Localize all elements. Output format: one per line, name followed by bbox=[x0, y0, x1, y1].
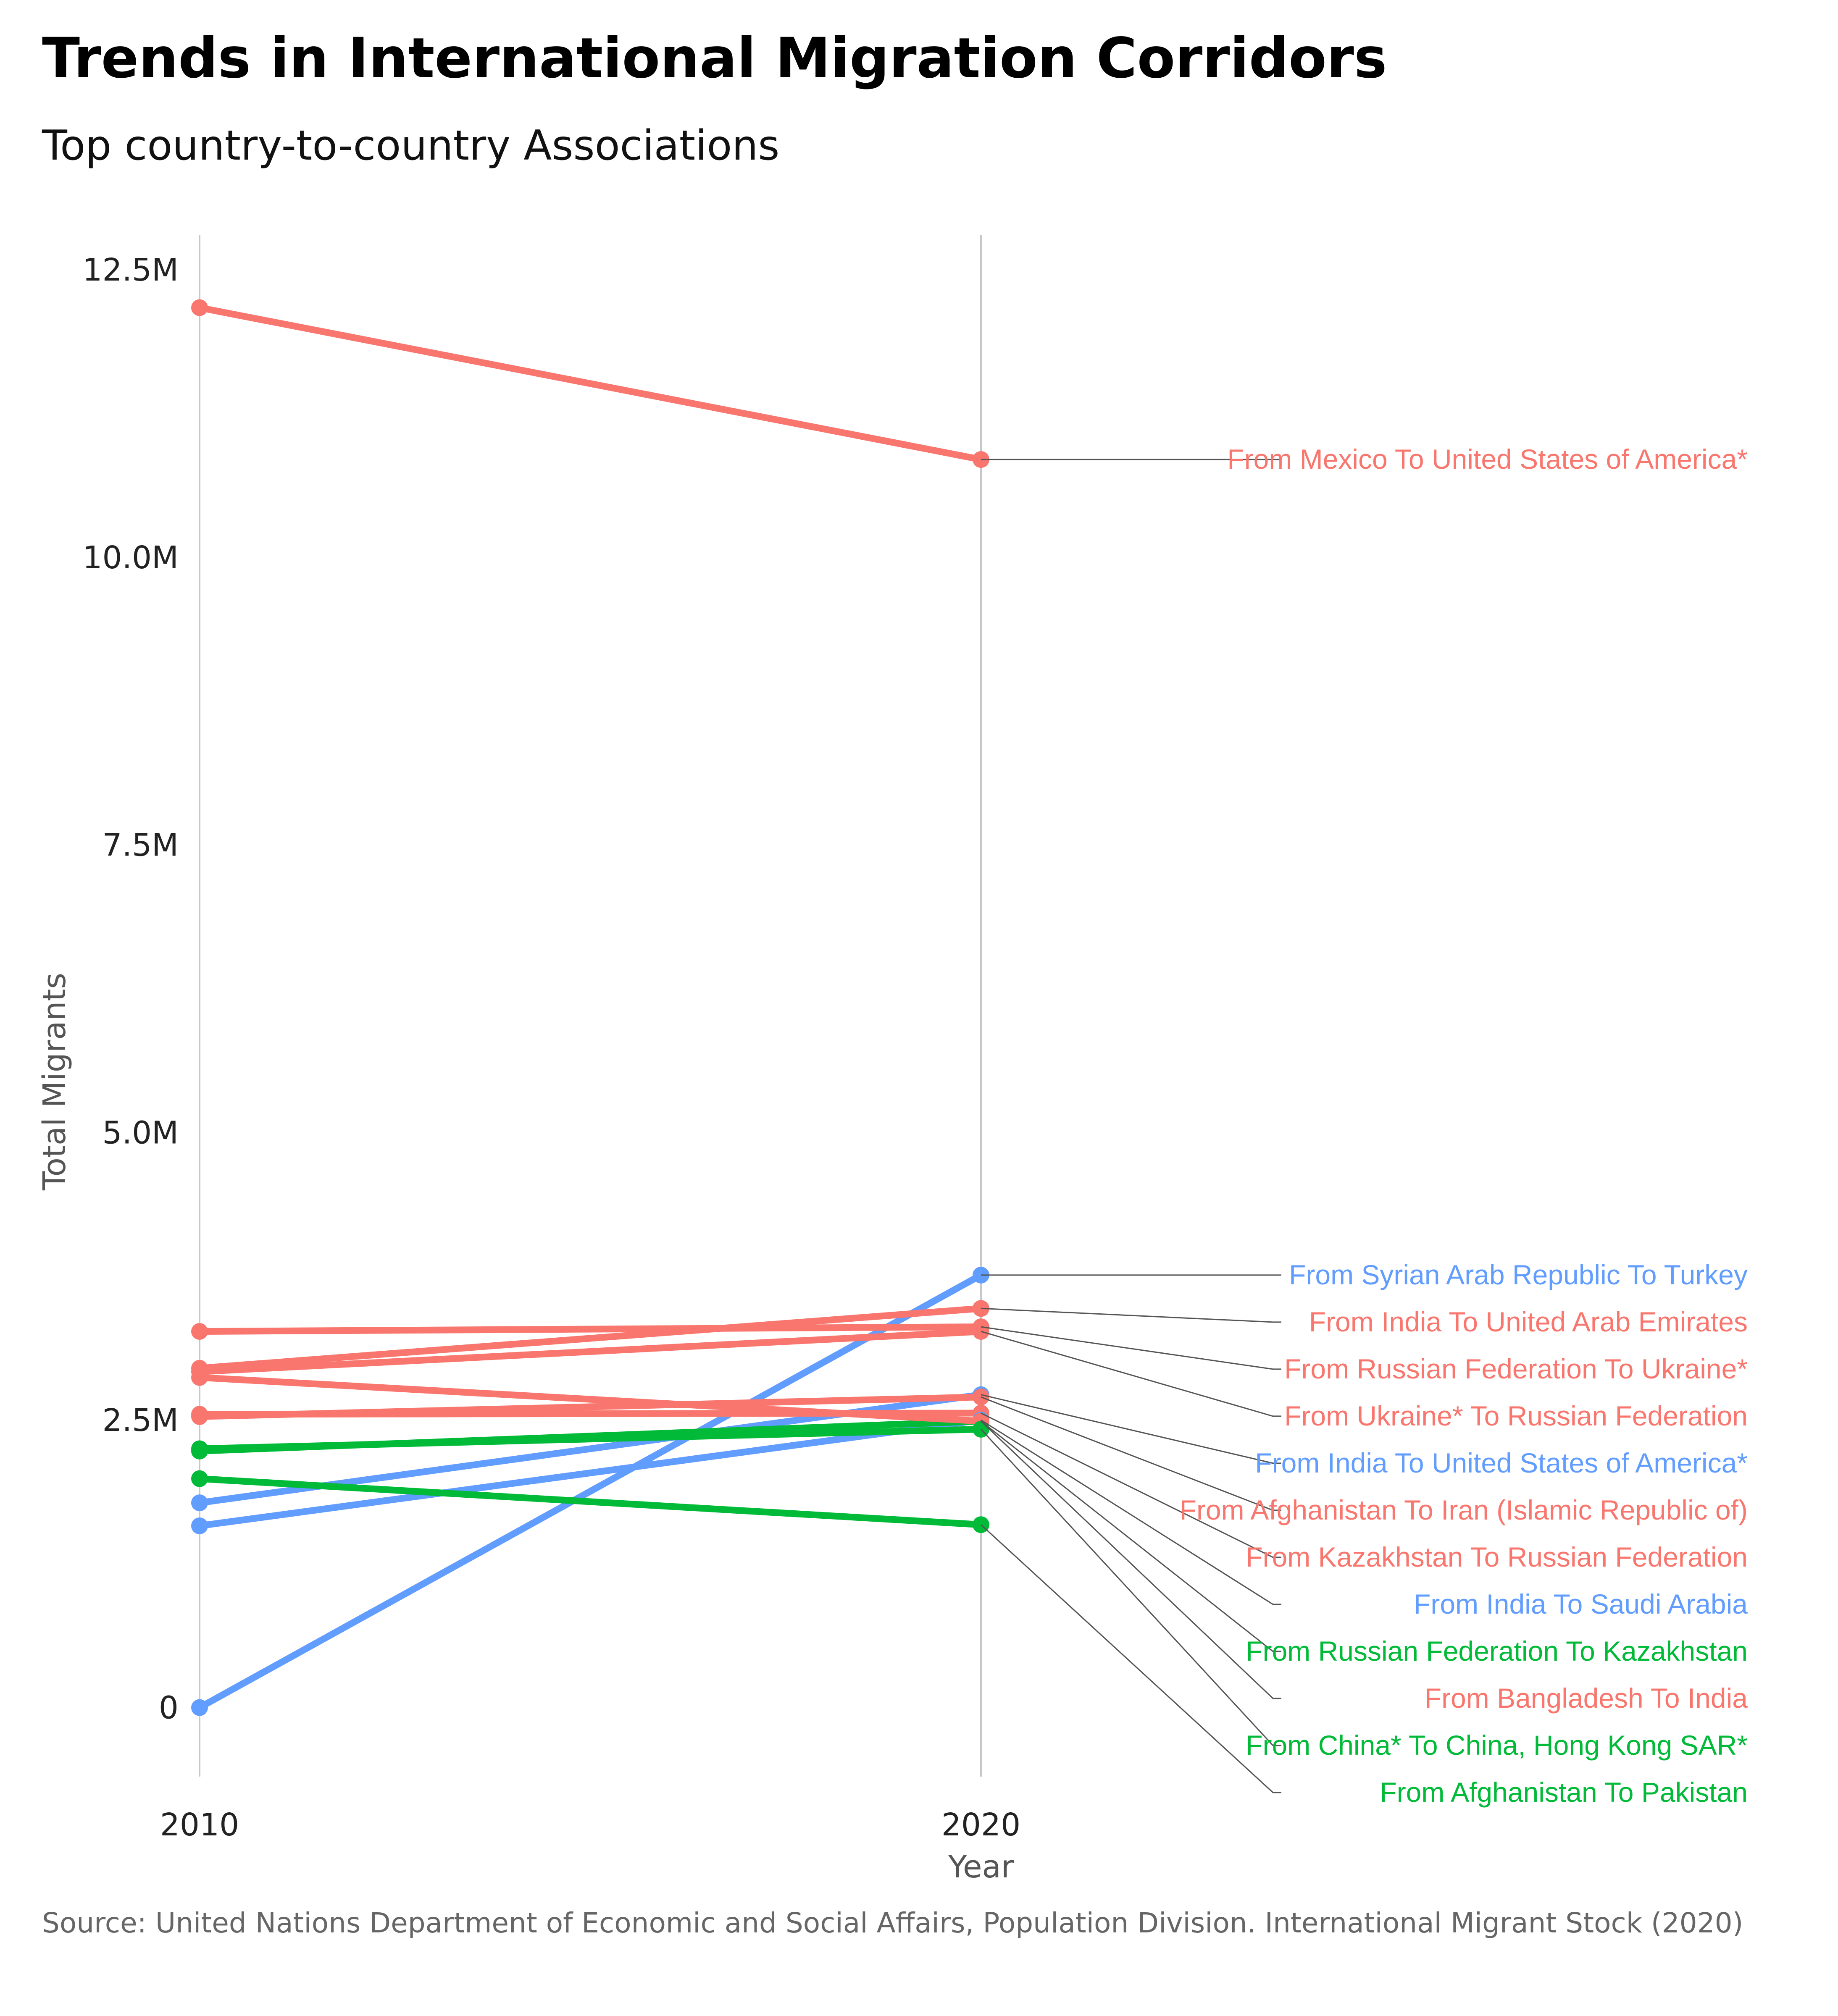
y-tick-label: 7.5M bbox=[102, 827, 179, 864]
data-point bbox=[191, 1323, 208, 1340]
label-connector bbox=[981, 1419, 1281, 1605]
x-axis-title: Year bbox=[948, 1849, 1014, 1885]
y-tick-label: 2.5M bbox=[102, 1402, 179, 1438]
y-tick-label: 5.0M bbox=[102, 1115, 179, 1151]
axis-layer: 2010 2020 0 2.5M 5.0M 7.5M 10.0M 12.5M bbox=[82, 252, 1020, 1843]
series-line-10 bbox=[196, 1374, 984, 1425]
label-connector bbox=[980, 1420, 1281, 1699]
y-tick-label: 12.5M bbox=[82, 252, 179, 288]
series-line-1 bbox=[196, 1271, 984, 1711]
series-label: From Ukraine* To Russian Federation bbox=[1284, 1400, 1748, 1431]
label-connector bbox=[981, 1396, 1281, 1511]
series-label: From Syrian Arab Republic To Turkey bbox=[1289, 1259, 1748, 1290]
series-label: From Afghanistan To Iran (Islamic Republ… bbox=[1180, 1494, 1748, 1525]
data-point bbox=[191, 1470, 208, 1487]
data-point bbox=[191, 1517, 208, 1534]
x-tick-label: 2010 bbox=[160, 1807, 239, 1843]
series-line-3 bbox=[196, 1323, 984, 1335]
data-point bbox=[191, 1494, 208, 1512]
label-connector bbox=[981, 1412, 1281, 1558]
series-label: From Bangladesh To India bbox=[1425, 1683, 1748, 1714]
series-label: From Kazakhstan To Russian Federation bbox=[1246, 1541, 1748, 1572]
chart-title: Trends in International Migration Corrid… bbox=[42, 26, 1387, 91]
series-line-0 bbox=[196, 304, 984, 463]
grid-layer bbox=[199, 235, 982, 1777]
data-point bbox=[191, 1440, 208, 1457]
data-point bbox=[191, 1699, 208, 1716]
series-label: From India To United Arab Emirates bbox=[1309, 1306, 1748, 1337]
label-connector bbox=[981, 1331, 1281, 1417]
label-connector bbox=[981, 1326, 1281, 1370]
y-axis-title: Total Migrants bbox=[37, 973, 73, 1191]
series-label: From Mexico To United States of America* bbox=[1227, 444, 1748, 475]
chart-subtitle: Top country-to-country Associations bbox=[42, 122, 780, 170]
series-line-12 bbox=[196, 1475, 984, 1528]
series-line-11 bbox=[196, 1425, 984, 1452]
series-labels: From Mexico To United States of America*… bbox=[1180, 444, 1748, 1808]
x-tick-label: 2020 bbox=[941, 1807, 1020, 1843]
source-note: Source: United Nations Department of Eco… bbox=[42, 1907, 1743, 1939]
y-tick-label: 0 bbox=[159, 1690, 179, 1726]
data-point bbox=[191, 1406, 208, 1423]
label-connector bbox=[980, 1428, 1281, 1746]
label-connectors bbox=[980, 459, 1281, 1793]
series-layer bbox=[191, 299, 989, 1716]
series-line-4 bbox=[196, 1328, 984, 1375]
series-label: From India To United States of America* bbox=[1255, 1447, 1748, 1478]
series-label: From Russian Federation To Kazakhstan bbox=[1246, 1635, 1748, 1667]
series-label: From China* To China, Hong Kong SAR* bbox=[1246, 1730, 1748, 1761]
label-connector bbox=[980, 1524, 1281, 1793]
y-tick-label: 10.0M bbox=[82, 540, 179, 576]
data-point bbox=[191, 299, 208, 316]
label-connector bbox=[981, 1307, 1281, 1323]
label-connector bbox=[981, 1394, 1281, 1464]
series-label: From India To Saudi Arabia bbox=[1414, 1588, 1748, 1620]
series-label: From Russian Federation To Ukraine* bbox=[1284, 1353, 1748, 1384]
series-line-8 bbox=[196, 1416, 984, 1529]
data-point bbox=[191, 1369, 208, 1386]
series-label: From Afghanistan To Pakistan bbox=[1380, 1777, 1748, 1808]
series-line-2 bbox=[196, 1305, 984, 1372]
label-connector bbox=[981, 1420, 1281, 1652]
